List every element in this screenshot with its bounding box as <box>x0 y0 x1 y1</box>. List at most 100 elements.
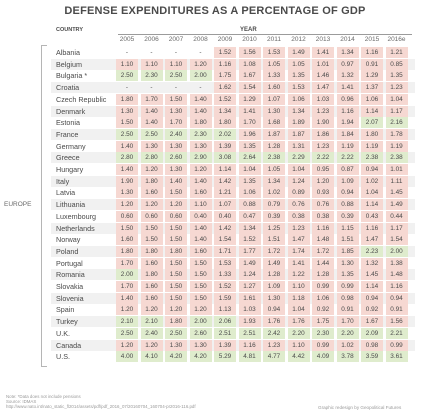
value-cell: 1.50 <box>165 292 187 304</box>
country-label: Poland <box>56 246 79 256</box>
value-cell: 2.80 <box>140 152 163 164</box>
value-cell: 1.20 <box>140 164 163 175</box>
country-label: Czech Republic <box>56 94 107 104</box>
graphic-credit: Graphic redesign by Geopolitical Futures <box>318 405 402 410</box>
value-cell: 1.20 <box>140 304 163 316</box>
value-cell: 1.10 <box>116 58 138 70</box>
value-cell: 1.16 <box>214 58 236 70</box>
value-cell: 1.40 <box>189 105 212 117</box>
value-cell: 1.31 <box>287 140 310 152</box>
value-cell: 1.59 <box>214 292 236 304</box>
value-cell: 3.08 <box>214 152 236 164</box>
value-cell: 0.94 <box>361 164 383 175</box>
value-cell: 1.21 <box>214 187 236 199</box>
footnote: Note: *Data does not include pensions So… <box>6 394 196 409</box>
value-cell: 1.41 <box>238 105 261 117</box>
value-cell: 1.20 <box>312 175 334 187</box>
value-cell: 1.30 <box>263 292 285 304</box>
value-cell: 1.85 <box>336 245 359 257</box>
chart-title: DEFENSE EXPENDITURES AS A PERCENTAGE OF … <box>64 5 366 17</box>
value-cell: 1.30 <box>116 187 138 199</box>
value-cell: 1.49 <box>238 257 261 269</box>
value-cell: 1.30 <box>189 339 212 351</box>
value-cell: - <box>125 84 129 92</box>
value-cell: 1.05 <box>263 58 285 70</box>
country-label: Turkey <box>56 317 78 327</box>
value-cell: 1.09 <box>336 175 359 187</box>
value-cell: 1.41 <box>312 47 334 58</box>
country-label: Canada <box>56 340 82 350</box>
europe-bracket <box>41 45 47 367</box>
value-cell: 1.40 <box>116 140 138 152</box>
country-column-header: COUNTRY <box>56 27 83 33</box>
value-cell: 0.92 <box>312 304 334 316</box>
value-cell: 0.99 <box>336 281 359 292</box>
table-row: Slovakia 1.70 1.60 1.50 1.50 1.52 1.27 1.09 1.10… <box>51 281 415 292</box>
value-cell: 1.40 <box>165 175 187 187</box>
value-cell: 2.23 <box>361 245 383 257</box>
value-cell: 1.35 <box>287 70 310 82</box>
country-label: U.S. <box>56 352 70 362</box>
value-cell: 0.93 <box>312 187 334 199</box>
value-cell: 1.50 <box>116 117 138 129</box>
value-cell: 1.60 <box>189 187 212 199</box>
country-label: Romania <box>56 270 85 280</box>
country-label: Netherlands <box>56 223 95 233</box>
value-cell: 4.20 <box>189 351 212 363</box>
table-row: Luxembourg 0.60 0.60 0.60 0.40 0.40 0.47 0.39 0.… <box>51 210 415 222</box>
value-cell: 2.20 <box>287 327 310 339</box>
value-cell: 4.10 <box>140 351 163 363</box>
value-cell: 1.87 <box>287 128 310 140</box>
value-cell: 0.94 <box>336 187 359 199</box>
value-cell: 1.16 <box>361 222 383 234</box>
value-cell: 1.14 <box>214 164 236 175</box>
value-cell: 1.20 <box>189 164 212 175</box>
value-cell: 1.35 <box>238 175 261 187</box>
footnote-source: Source: IDMAS <box>6 399 37 404</box>
value-cell: 4.77 <box>263 351 285 363</box>
value-cell: 0.98 <box>336 292 359 304</box>
value-cell: 1.33 <box>214 269 236 281</box>
value-cell: 1.30 <box>165 164 187 175</box>
value-cell: 0.94 <box>385 292 408 304</box>
country-label: Lithuania <box>56 200 86 210</box>
value-cell: 4.20 <box>165 351 187 363</box>
value-cell: 1.04 <box>361 187 383 199</box>
value-cell: 1.50 <box>189 269 212 281</box>
value-cell: 1.23 <box>287 222 310 234</box>
value-cell: 1.80 <box>189 117 212 129</box>
value-cell: 1.50 <box>165 93 187 105</box>
value-cell: 1.29 <box>361 70 383 82</box>
value-cell: 2.09 <box>361 327 383 339</box>
value-cell: 1.19 <box>385 140 408 152</box>
value-cell: 2.00 <box>116 269 138 281</box>
value-cell: 1.23 <box>312 105 334 117</box>
value-cell: 1.40 <box>189 222 212 234</box>
value-cell: 0.44 <box>385 210 408 222</box>
year-label-2005: 2005 <box>119 36 135 43</box>
value-cell: 0.40 <box>214 210 236 222</box>
table-row: Canada 1.20 1.20 1.30 1.30 1.39 1.16 1.23 1.10 0.… <box>51 339 415 351</box>
country-label: Luxembourg <box>56 211 96 221</box>
value-cell: 1.40 <box>140 117 163 129</box>
value-cell: 4.09 <box>312 351 334 363</box>
value-cell: 1.13 <box>214 304 236 316</box>
value-cell: 1.52 <box>214 93 236 105</box>
value-cell: 2.50 <box>116 327 138 339</box>
value-cell: 2.51 <box>238 327 261 339</box>
table-row: Netherlands 1.50 1.50 1.50 1.40 1.42 1.34 1.25 1… <box>51 222 415 234</box>
country-label: Croatia <box>56 83 80 93</box>
year-label-2014: 2014 <box>340 36 355 43</box>
table-row: France 2.50 2.50 2.40 2.30 2.02 1.96 1.87 1.87 1.… <box>51 128 415 140</box>
value-cell: 2.02 <box>214 128 236 140</box>
value-cell: 1.40 <box>189 93 212 105</box>
value-cell: 1.10 <box>189 199 212 211</box>
value-cell: 1.03 <box>312 93 334 105</box>
value-cell: 1.20 <box>116 199 138 211</box>
value-cell: 1.04 <box>238 164 261 175</box>
value-cell: 2.00 <box>189 316 212 328</box>
value-cell: 1.50 <box>189 281 212 292</box>
footnote-note: Note: *Data does not include pensions <box>6 394 81 399</box>
value-cell: 1.22 <box>287 269 310 281</box>
value-cell: 1.06 <box>312 292 334 304</box>
